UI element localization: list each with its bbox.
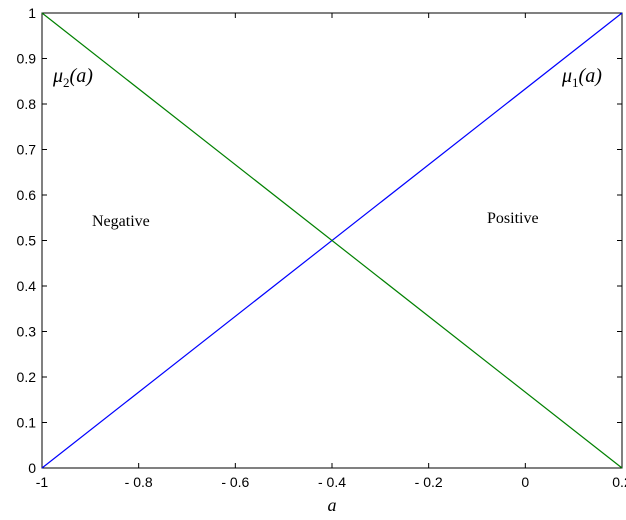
x-axis-label: a	[328, 495, 337, 515]
x-tick-label: 0	[521, 474, 529, 490]
series-lines	[41, 12, 623, 469]
negative-label: Negative	[92, 213, 150, 230]
x-tick-label: - 0.4	[318, 474, 346, 490]
y-tick-label: 0.7	[17, 142, 37, 158]
axis-ticks	[41, 12, 623, 469]
series-line-mu2	[41, 12, 623, 469]
y-tick-label: 0.6	[17, 187, 37, 203]
tick-labels: -1 - 0.8 - 0.6 - 0.4 - 0.2 0 0.2 0 0.1 0.2 0.3 0.4 0…	[17, 5, 626, 490]
mu2-label: μ2(a)	[52, 65, 93, 90]
y-tick-label: 0.5	[17, 233, 37, 249]
y-tick-label: 0.9	[17, 51, 37, 67]
y-tick-label: 0.4	[17, 278, 37, 294]
y-tick-label: 0.1	[17, 415, 37, 431]
y-tick-label: 0.2	[17, 369, 37, 385]
x-tick-label: 0.2	[612, 474, 626, 490]
x-tick-label: - 0.2	[415, 474, 443, 490]
y-tick-label: 0.8	[17, 96, 37, 112]
positive-label: Positive	[487, 210, 539, 227]
x-tick-label: - 0.8	[125, 474, 153, 490]
mu1-label: μ1(a)	[561, 65, 602, 90]
x-tick-label: - 0.6	[221, 474, 249, 490]
y-tick-label: 0	[28, 460, 36, 476]
y-tick-label: 1	[28, 5, 36, 21]
y-tick-label: 0.3	[17, 324, 37, 340]
x-tick-label: -1	[36, 474, 49, 490]
